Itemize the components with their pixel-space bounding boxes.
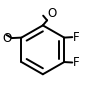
- Text: F: F: [73, 31, 79, 44]
- Text: O: O: [47, 7, 57, 20]
- Text: F: F: [73, 56, 79, 69]
- Text: O: O: [2, 32, 12, 45]
